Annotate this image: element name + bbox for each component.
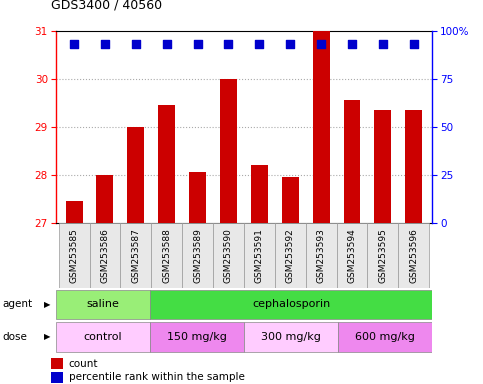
Bar — [189, 172, 206, 223]
Bar — [282, 177, 298, 223]
Point — [132, 41, 140, 47]
Text: percentile rank within the sample: percentile rank within the sample — [69, 372, 244, 382]
Point — [70, 41, 78, 47]
Point — [163, 41, 170, 47]
Text: GSM253589: GSM253589 — [193, 228, 202, 283]
Bar — [244, 322, 338, 352]
Bar — [220, 79, 237, 223]
Bar — [405, 110, 422, 223]
Bar — [398, 223, 429, 288]
Point — [194, 41, 201, 47]
Text: dose: dose — [2, 332, 28, 342]
Point — [410, 41, 418, 47]
Point — [225, 41, 232, 47]
Bar — [158, 105, 175, 223]
Text: 150 mg/kg: 150 mg/kg — [167, 332, 227, 342]
Bar — [306, 223, 337, 288]
Text: agent: agent — [2, 299, 32, 310]
Point — [286, 41, 294, 47]
Point — [379, 41, 387, 47]
Bar — [368, 223, 398, 288]
Bar — [56, 290, 150, 319]
Text: GSM253586: GSM253586 — [100, 228, 110, 283]
Text: GSM253591: GSM253591 — [255, 228, 264, 283]
Bar — [150, 322, 244, 352]
Text: GSM253585: GSM253585 — [70, 228, 79, 283]
Text: GDS3400 / 40560: GDS3400 / 40560 — [51, 0, 162, 12]
Text: GSM253596: GSM253596 — [409, 228, 418, 283]
Text: GSM253587: GSM253587 — [131, 228, 141, 283]
Bar — [275, 223, 306, 288]
Text: cephalosporin: cephalosporin — [252, 299, 330, 310]
Bar — [213, 223, 244, 288]
Bar — [97, 175, 114, 223]
Bar — [244, 223, 275, 288]
Text: ▶: ▶ — [43, 333, 50, 341]
Bar — [56, 322, 150, 352]
Text: GSM253593: GSM253593 — [317, 228, 326, 283]
Bar — [66, 201, 83, 223]
Text: GSM253592: GSM253592 — [286, 228, 295, 283]
Bar — [343, 100, 360, 223]
Bar — [313, 31, 329, 223]
Bar — [150, 290, 432, 319]
Bar — [182, 223, 213, 288]
Point — [101, 41, 109, 47]
Text: count: count — [69, 359, 98, 369]
Text: ▶: ▶ — [43, 300, 50, 309]
Bar — [128, 127, 144, 223]
Point — [256, 41, 263, 47]
Text: saline: saline — [86, 299, 119, 310]
Text: control: control — [84, 332, 122, 342]
Bar — [337, 223, 368, 288]
Bar — [374, 110, 391, 223]
Bar — [338, 322, 432, 352]
Text: GSM253595: GSM253595 — [378, 228, 387, 283]
Point — [348, 41, 356, 47]
Text: GSM253590: GSM253590 — [224, 228, 233, 283]
Bar — [89, 223, 120, 288]
Text: GSM253588: GSM253588 — [162, 228, 171, 283]
Text: 300 mg/kg: 300 mg/kg — [261, 332, 321, 342]
Point — [317, 41, 325, 47]
Bar — [58, 223, 89, 288]
Bar — [251, 165, 268, 223]
Bar — [51, 358, 63, 369]
Bar — [51, 372, 63, 382]
Text: 600 mg/kg: 600 mg/kg — [355, 332, 415, 342]
Bar — [151, 223, 182, 288]
Text: GSM253594: GSM253594 — [347, 228, 356, 283]
Bar — [120, 223, 151, 288]
